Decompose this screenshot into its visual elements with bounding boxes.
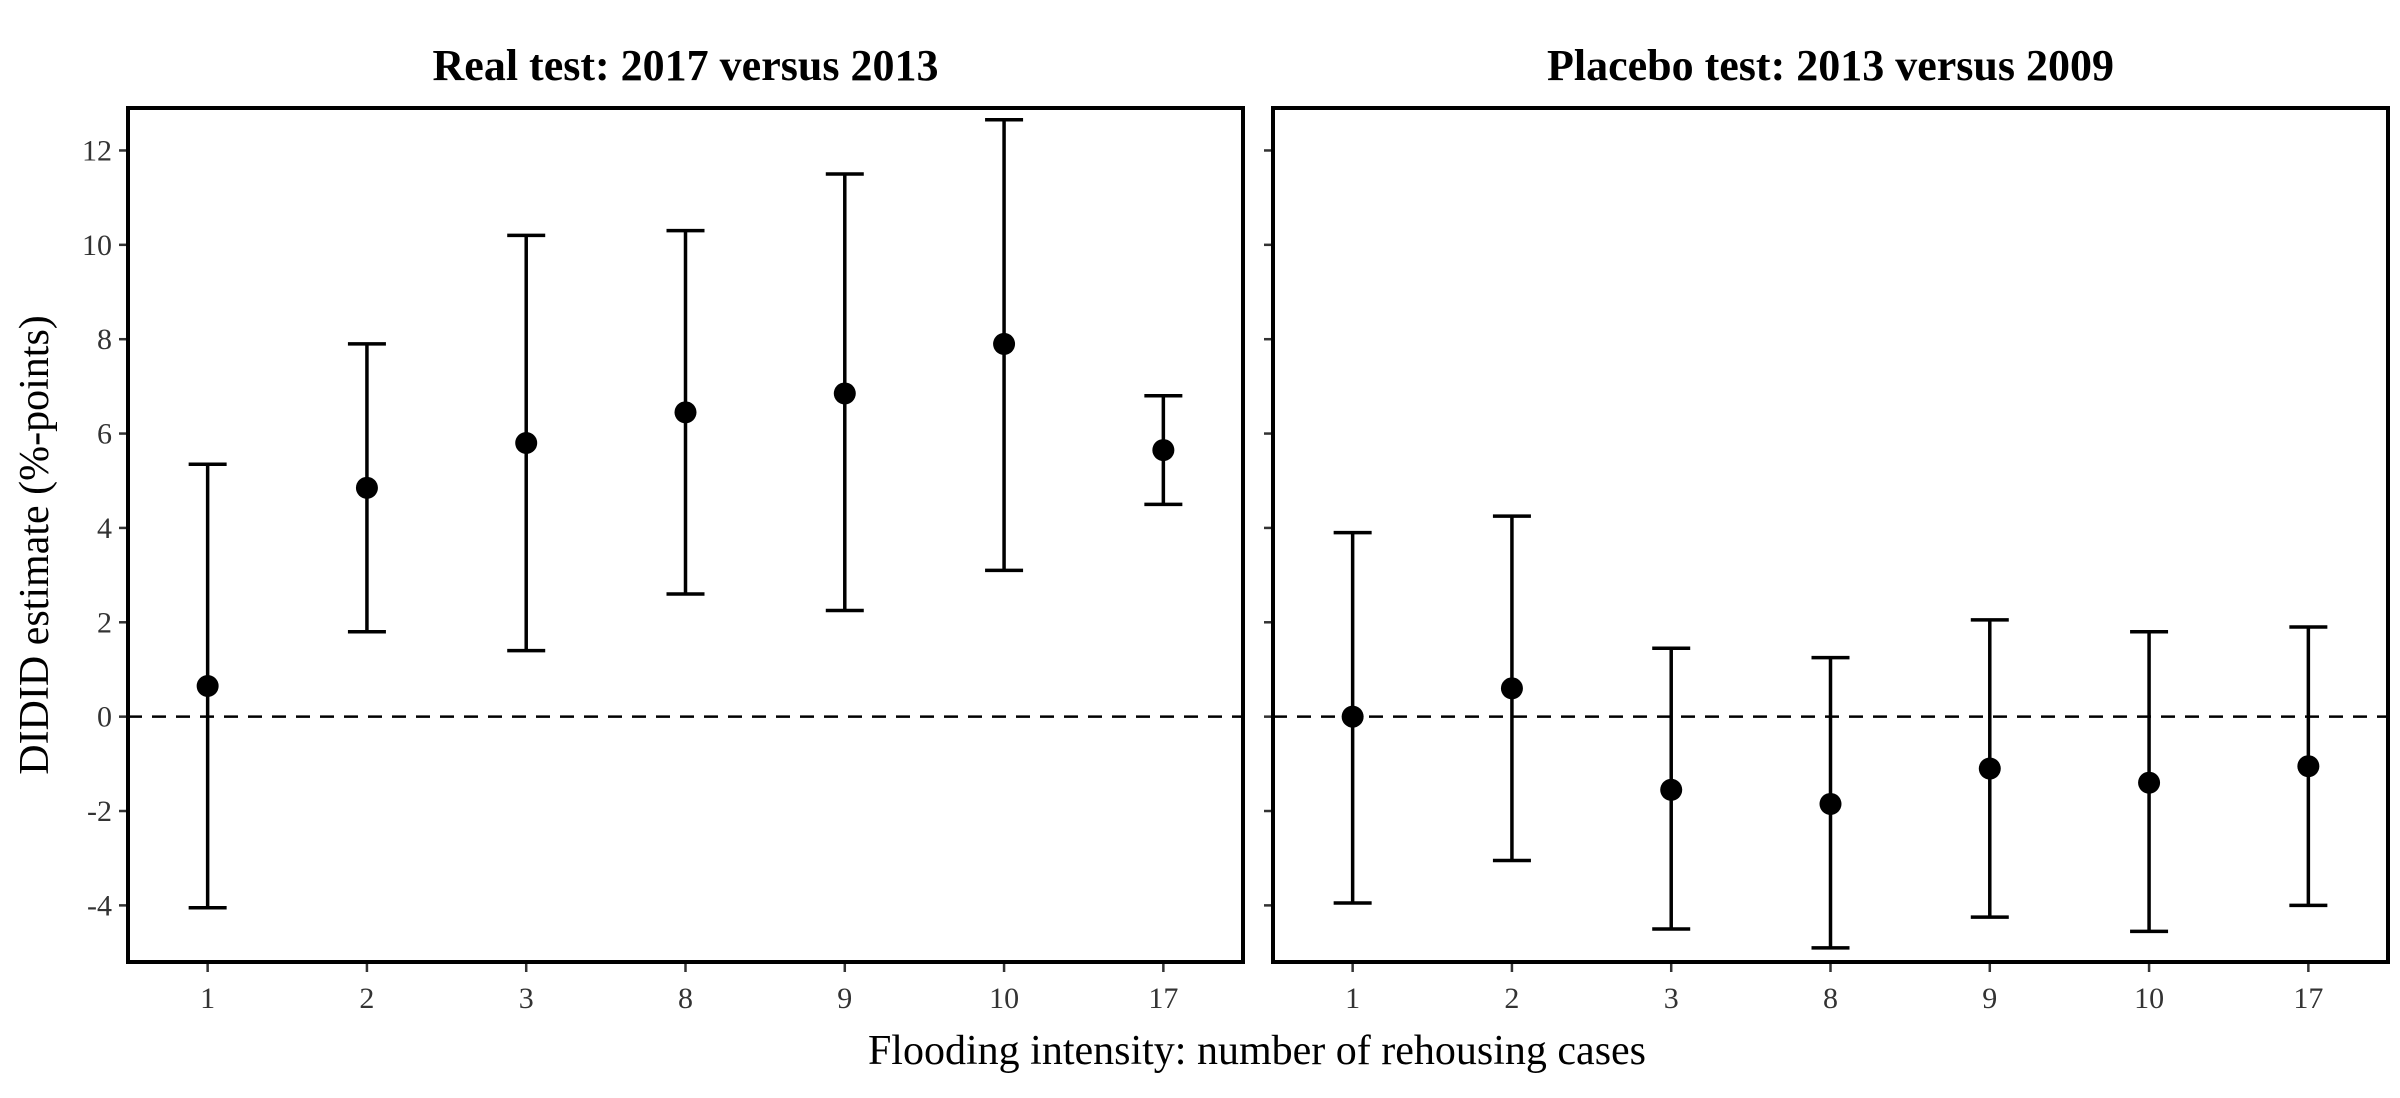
y-tick-label: 0 — [97, 701, 112, 734]
y-tick-label: -2 — [87, 795, 112, 828]
point-estimate — [2138, 771, 2161, 794]
x-tick-label: 3 — [1664, 982, 1679, 1015]
y-tick-label: 12 — [82, 134, 112, 167]
x-tick-label: 10 — [2134, 982, 2164, 1015]
point-estimate — [355, 476, 378, 499]
y-tick-label: 6 — [97, 418, 112, 451]
y-tick-label: 2 — [97, 606, 112, 639]
point-estimate — [515, 431, 538, 454]
x-tick-label: 1 — [1345, 982, 1360, 1015]
point-estimate — [1341, 705, 1364, 728]
x-tick-label: 9 — [837, 982, 852, 1015]
x-axis-label: Flooding intensity: number of rehousing … — [868, 1028, 1646, 1074]
point-estimate — [1152, 439, 1175, 462]
x-tick-label: 17 — [2293, 982, 2323, 1015]
y-tick-label: 10 — [82, 229, 112, 262]
panel-border — [126, 106, 1245, 964]
y-tick-label: -4 — [87, 889, 112, 922]
point-estimate — [674, 401, 697, 424]
point-estimate — [2297, 755, 2320, 778]
point-estimate — [833, 382, 856, 405]
panel-1: Real test: 2017 versus 2013121086420-2-4… — [82, 41, 1245, 1015]
x-tick-label: 1 — [200, 982, 215, 1015]
point-estimate — [993, 332, 1016, 355]
x-tick-label: 3 — [519, 982, 534, 1015]
x-tick-label: 8 — [1823, 982, 1838, 1015]
point-estimate — [1660, 778, 1683, 801]
panel-2: Placebo test: 2013 versus 2009 1 2 3 8 9 10 17 — [1264, 41, 2390, 1015]
panel-title: Placebo test: 2013 versus 2009 — [1547, 41, 2114, 90]
panel-border — [1271, 106, 2390, 964]
x-tick-label: 2 — [359, 982, 374, 1015]
panel-title: Real test: 2017 versus 2013 — [433, 41, 939, 90]
point-estimate — [1500, 677, 1523, 700]
point-estimate — [1819, 792, 1842, 815]
panels: Real test: 2017 versus 2013121086420-2-4… — [82, 41, 2390, 1015]
point-estimate — [1978, 757, 2001, 780]
point-estimate — [196, 674, 219, 697]
y-axis-label: DIDID estimate (%-points) — [12, 315, 58, 775]
x-tick-label: 9 — [1982, 982, 1997, 1015]
y-tick-label: 8 — [97, 323, 112, 356]
x-tick-label: 10 — [989, 982, 1019, 1015]
x-tick-label: 17 — [1148, 982, 1178, 1015]
x-tick-label: 8 — [678, 982, 693, 1015]
y-tick-label: 4 — [97, 512, 112, 545]
x-tick-label: 2 — [1504, 982, 1519, 1015]
